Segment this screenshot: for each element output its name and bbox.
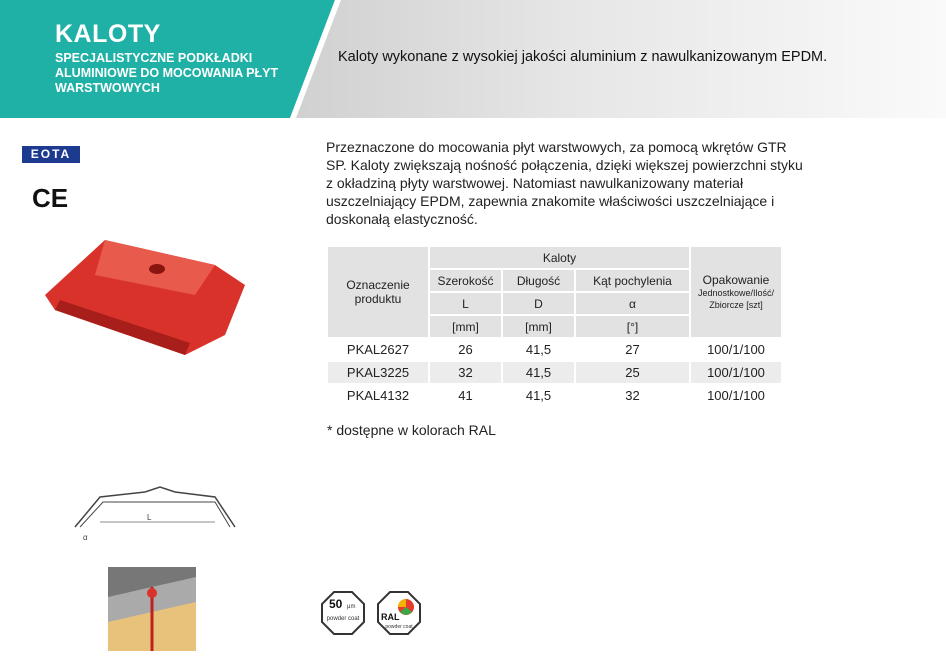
- cell-l: 32: [428, 360, 503, 385]
- col-product-header: Oznaczenie produktu: [326, 245, 430, 339]
- group-header: Kaloty: [428, 245, 691, 270]
- eota-logo: EOTA: [22, 146, 80, 163]
- coat-unit: μm: [347, 604, 355, 610]
- page-title: KALOTY: [55, 20, 161, 48]
- cell-a: 27: [574, 337, 691, 362]
- ral-badge: RAL powder coat: [377, 591, 421, 635]
- col-unit: [mm]: [501, 314, 576, 339]
- dim-a-label: α: [83, 533, 88, 542]
- col-unit: [°]: [574, 314, 691, 339]
- cell-d: 41,5: [501, 337, 576, 362]
- coat-text: powder coat: [327, 616, 360, 622]
- cell-d: 41,5: [501, 360, 576, 385]
- table-row: PKAL3225 32 41,5 25 100/1/100: [326, 360, 783, 385]
- col-name: Szerokość: [428, 268, 503, 293]
- col-name: Kąt pochylenia: [574, 268, 691, 293]
- cell-a: 32: [574, 383, 691, 408]
- header-band: [0, 0, 946, 118]
- cell-pack: 100/1/100: [689, 360, 783, 385]
- technical-drawing: L α: [74, 486, 236, 542]
- description: Przeznaczone do mocowania płyt warstwowy…: [326, 139, 803, 227]
- coat-value: 50: [329, 597, 343, 611]
- col-symbol: α: [574, 291, 691, 316]
- table-row: PKAL4132 41 41,5 32 100/1/100: [326, 383, 783, 408]
- cell-code: PKAL4132: [326, 383, 430, 408]
- spec-table: Oznaczenie produktu Kaloty Opakowanie Jed…: [326, 245, 783, 408]
- ral-note: * dostępne w kolorach RAL: [327, 422, 496, 438]
- col-symbol: D: [501, 291, 576, 316]
- cell-d: 41,5: [501, 383, 576, 408]
- cell-code: PKAL3225: [326, 360, 430, 385]
- cell-l: 41: [428, 383, 503, 408]
- page-subtitle: SPECJALISTYCZNE PODKŁADKI ALUMINIOWE DO …: [55, 51, 279, 95]
- ral-label: RAL: [381, 612, 400, 622]
- ral-text: powder coat: [385, 624, 413, 630]
- pack-sub: Jednostkowe/Ilość/ Zbiorcze [szt]: [697, 288, 775, 310]
- cell-pack: 100/1/100: [689, 337, 783, 362]
- powder-coat-50um-badge: 50 μm powder coat: [321, 591, 365, 635]
- col-unit: [mm]: [428, 314, 503, 339]
- pack-label: Opakowanie: [702, 273, 770, 287]
- cell-code: PKAL2627: [326, 337, 430, 362]
- cell-l: 26: [428, 337, 503, 362]
- table-row: PKAL2627 26 41,5 27 100/1/100: [326, 337, 783, 362]
- col-symbol: L: [428, 291, 503, 316]
- cell-pack: 100/1/100: [689, 383, 783, 408]
- installation-photo: [108, 567, 196, 651]
- cell-a: 25: [574, 360, 691, 385]
- col-name: Długość: [501, 268, 576, 293]
- lead-text: Kaloty wykonane z wysokiej jakości alumi…: [338, 49, 828, 65]
- col-pack-header: Opakowanie Jednostkowe/Ilość/ Zbiorcze [s…: [689, 245, 783, 339]
- product-image: [45, 240, 245, 355]
- dim-l-label: L: [147, 513, 152, 522]
- ce-mark: CE: [32, 183, 69, 213]
